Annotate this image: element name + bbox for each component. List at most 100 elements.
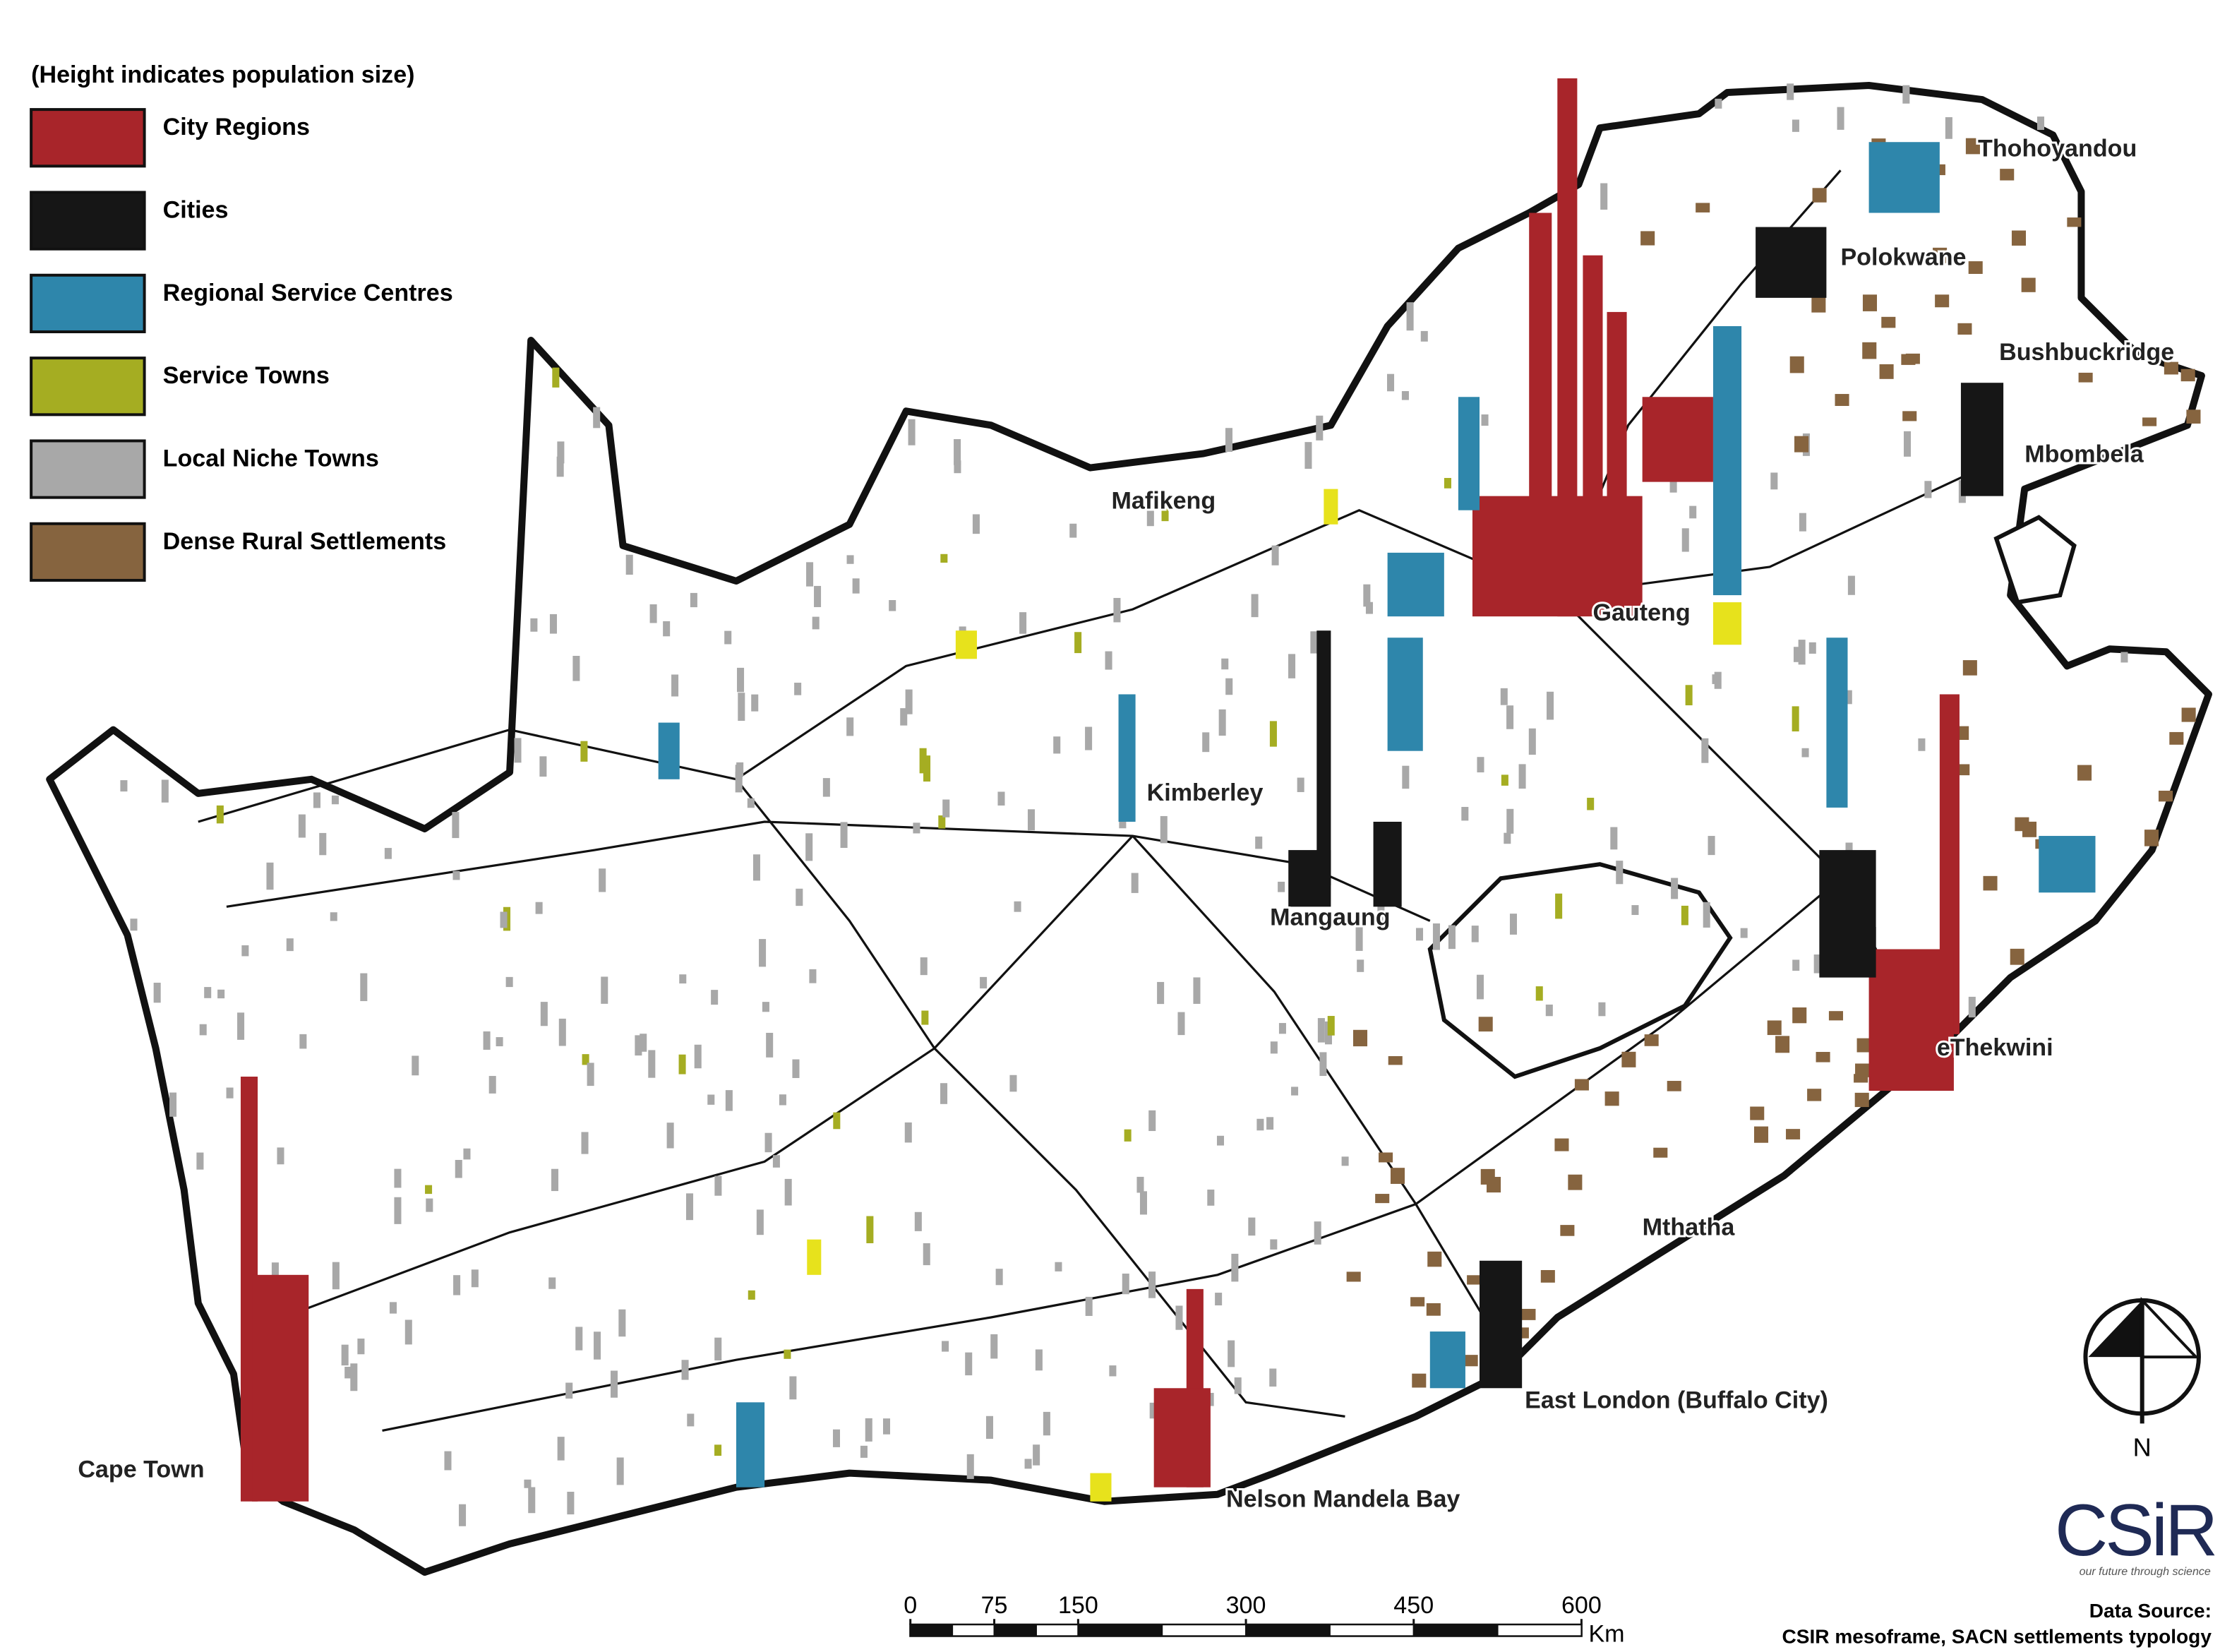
settlement [1085, 1296, 1093, 1316]
settlement [1471, 926, 1479, 942]
settlement [1708, 836, 1715, 856]
settlement [625, 554, 633, 575]
settlement [694, 1044, 702, 1069]
settlement [1225, 678, 1233, 695]
settlement [942, 1341, 949, 1352]
settlement [865, 1418, 872, 1442]
settlement [618, 1309, 626, 1337]
settlement [1355, 926, 1363, 951]
settlement [1390, 1168, 1405, 1184]
spike [1288, 850, 1331, 907]
spike [1826, 638, 1848, 808]
settlement [1314, 1221, 1321, 1245]
settlement [938, 815, 946, 829]
settlement [1124, 1129, 1132, 1142]
settlement [1528, 728, 1536, 755]
settlement [1574, 1079, 1589, 1091]
legend-swatch [30, 522, 146, 582]
settlement [1667, 1081, 1681, 1091]
settlement [1501, 774, 1508, 786]
settlement [940, 1083, 948, 1104]
settlement [1109, 1365, 1117, 1377]
settlement [954, 439, 961, 465]
settlement [1231, 1253, 1239, 1282]
settlement [1478, 1017, 1493, 1032]
settlement [1055, 1262, 1062, 1271]
settlement [2144, 830, 2159, 846]
settlement [277, 1147, 284, 1165]
settlement [2077, 765, 2092, 781]
place-label: Mthatha [1643, 1214, 1736, 1241]
settlement [1927, 250, 1942, 260]
settlement [204, 987, 212, 998]
settlement [528, 1487, 536, 1514]
spike [1756, 227, 1827, 298]
settlement [1983, 875, 1998, 891]
settlement [1689, 505, 1697, 519]
settlement [1251, 594, 1259, 618]
settlement [1228, 1340, 1235, 1367]
settlement [587, 1063, 594, 1087]
settlement [1363, 584, 1371, 607]
place-label: Polokwane [1840, 244, 1966, 271]
settlement [1139, 1191, 1148, 1215]
settlement [1401, 390, 1409, 400]
settlement [298, 814, 306, 838]
scale-segment [1161, 1624, 1247, 1637]
settlement [809, 969, 817, 983]
scale-tick-label: 450 [1393, 1592, 1434, 1619]
settlement [966, 1454, 974, 1479]
legend-swatch [30, 108, 146, 168]
settlement [1365, 601, 1373, 614]
place-label: Thohoyandou [1978, 135, 2137, 162]
settlement [1317, 1018, 1325, 1043]
settlement [331, 795, 339, 805]
spike [1458, 397, 1480, 510]
legend-swatch [30, 357, 146, 417]
settlement [1161, 504, 1169, 522]
settlement [1014, 901, 1021, 912]
lesotho-border [1427, 862, 1733, 1079]
settlement [1269, 1368, 1277, 1387]
settlement [690, 592, 697, 608]
settlement [1270, 1239, 1278, 1250]
settlement [1640, 231, 1655, 246]
settlement [1477, 757, 1484, 773]
settlement [1535, 986, 1543, 1001]
settlement [496, 1037, 503, 1047]
settlement [1113, 597, 1121, 623]
settlement [913, 822, 920, 834]
scale-segment [1496, 1624, 1583, 1637]
settlement [1327, 1016, 1335, 1036]
scale-segment [993, 1624, 1037, 1637]
settlement [1461, 806, 1469, 821]
settlement [1547, 691, 1554, 720]
place-label: Mbombela [2024, 441, 2144, 468]
settlement [889, 599, 896, 611]
settlement [196, 1152, 204, 1170]
settlement [1157, 981, 1165, 1005]
settlement [1714, 671, 1722, 689]
north-label: N [2133, 1433, 2152, 1462]
settlement [582, 1054, 589, 1065]
settlement [1506, 808, 1514, 834]
settlement [1225, 428, 1233, 453]
settlement [572, 655, 580, 681]
settlement [748, 1290, 755, 1300]
settlement [1847, 575, 1855, 595]
settlement [1554, 1138, 1569, 1151]
settlement [1787, 83, 1794, 100]
settlement [1271, 545, 1279, 565]
settlement [1136, 1176, 1144, 1193]
place-label: Cape Town [78, 1456, 204, 1483]
settlement [725, 1090, 733, 1111]
settlement [995, 1269, 1003, 1286]
settlement [1854, 1074, 1868, 1083]
settlement [686, 1193, 694, 1221]
settlement [1269, 721, 1277, 747]
settlement [1085, 726, 1093, 750]
scale-segment [952, 1624, 995, 1637]
settlement [1509, 914, 1517, 935]
legend-swatch [30, 273, 146, 334]
settlement [217, 989, 225, 999]
